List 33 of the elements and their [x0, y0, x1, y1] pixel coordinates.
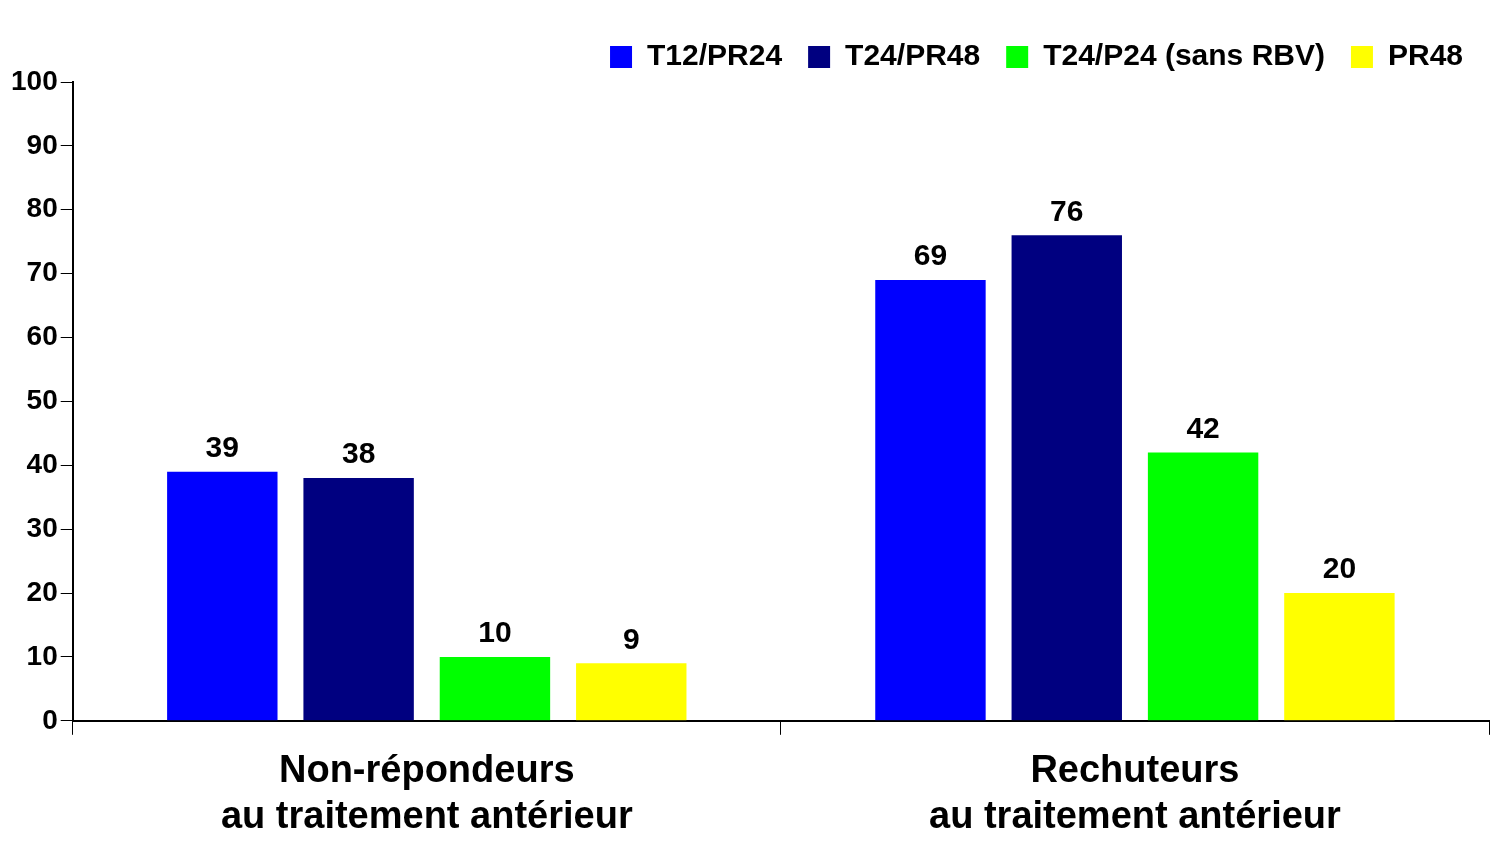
y-tick-label: 80: [26, 192, 58, 224]
legend-label: T12/PR24: [647, 38, 783, 72]
data-label: 38: [341, 436, 376, 470]
y-tick-label: 0: [42, 703, 58, 735]
bar: [875, 280, 986, 721]
legend-label: T24/PR48: [845, 38, 981, 72]
y-tick-label: 50: [26, 384, 58, 416]
data-label: 10: [478, 615, 512, 649]
data-label: 42: [1186, 410, 1220, 444]
legend-label: T24/P24 (sans RBV): [1043, 38, 1325, 72]
y-tick-label: 20: [26, 575, 58, 607]
y-tick-label: 60: [26, 320, 58, 352]
bar: [439, 656, 551, 721]
y-tick-label: 40: [26, 448, 58, 479]
y-tick-label: 90: [26, 128, 58, 160]
bar: [1011, 235, 1122, 721]
legend-label: PR48: [1387, 38, 1463, 72]
x-tick-label: Rechuteurs au traitement antérieur: [929, 748, 1342, 836]
data-label: 69: [913, 238, 948, 272]
y-tick-label: 100: [11, 64, 58, 96]
bar: [167, 471, 278, 721]
y-tick-label: 30: [26, 511, 58, 543]
data-label: 76: [1050, 193, 1084, 227]
y-tick-label: 10: [26, 639, 58, 671]
y-tick-label: 70: [26, 256, 58, 288]
bar: [576, 663, 687, 721]
data-label: 20: [1322, 551, 1357, 585]
x-tick-label: Non-répondeurs au traitement antérieur: [220, 748, 633, 836]
bar: [1147, 452, 1259, 721]
bar: [303, 478, 414, 721]
data-label: 9: [622, 621, 640, 655]
bar: [1284, 593, 1395, 721]
data-label: 39: [205, 429, 239, 463]
